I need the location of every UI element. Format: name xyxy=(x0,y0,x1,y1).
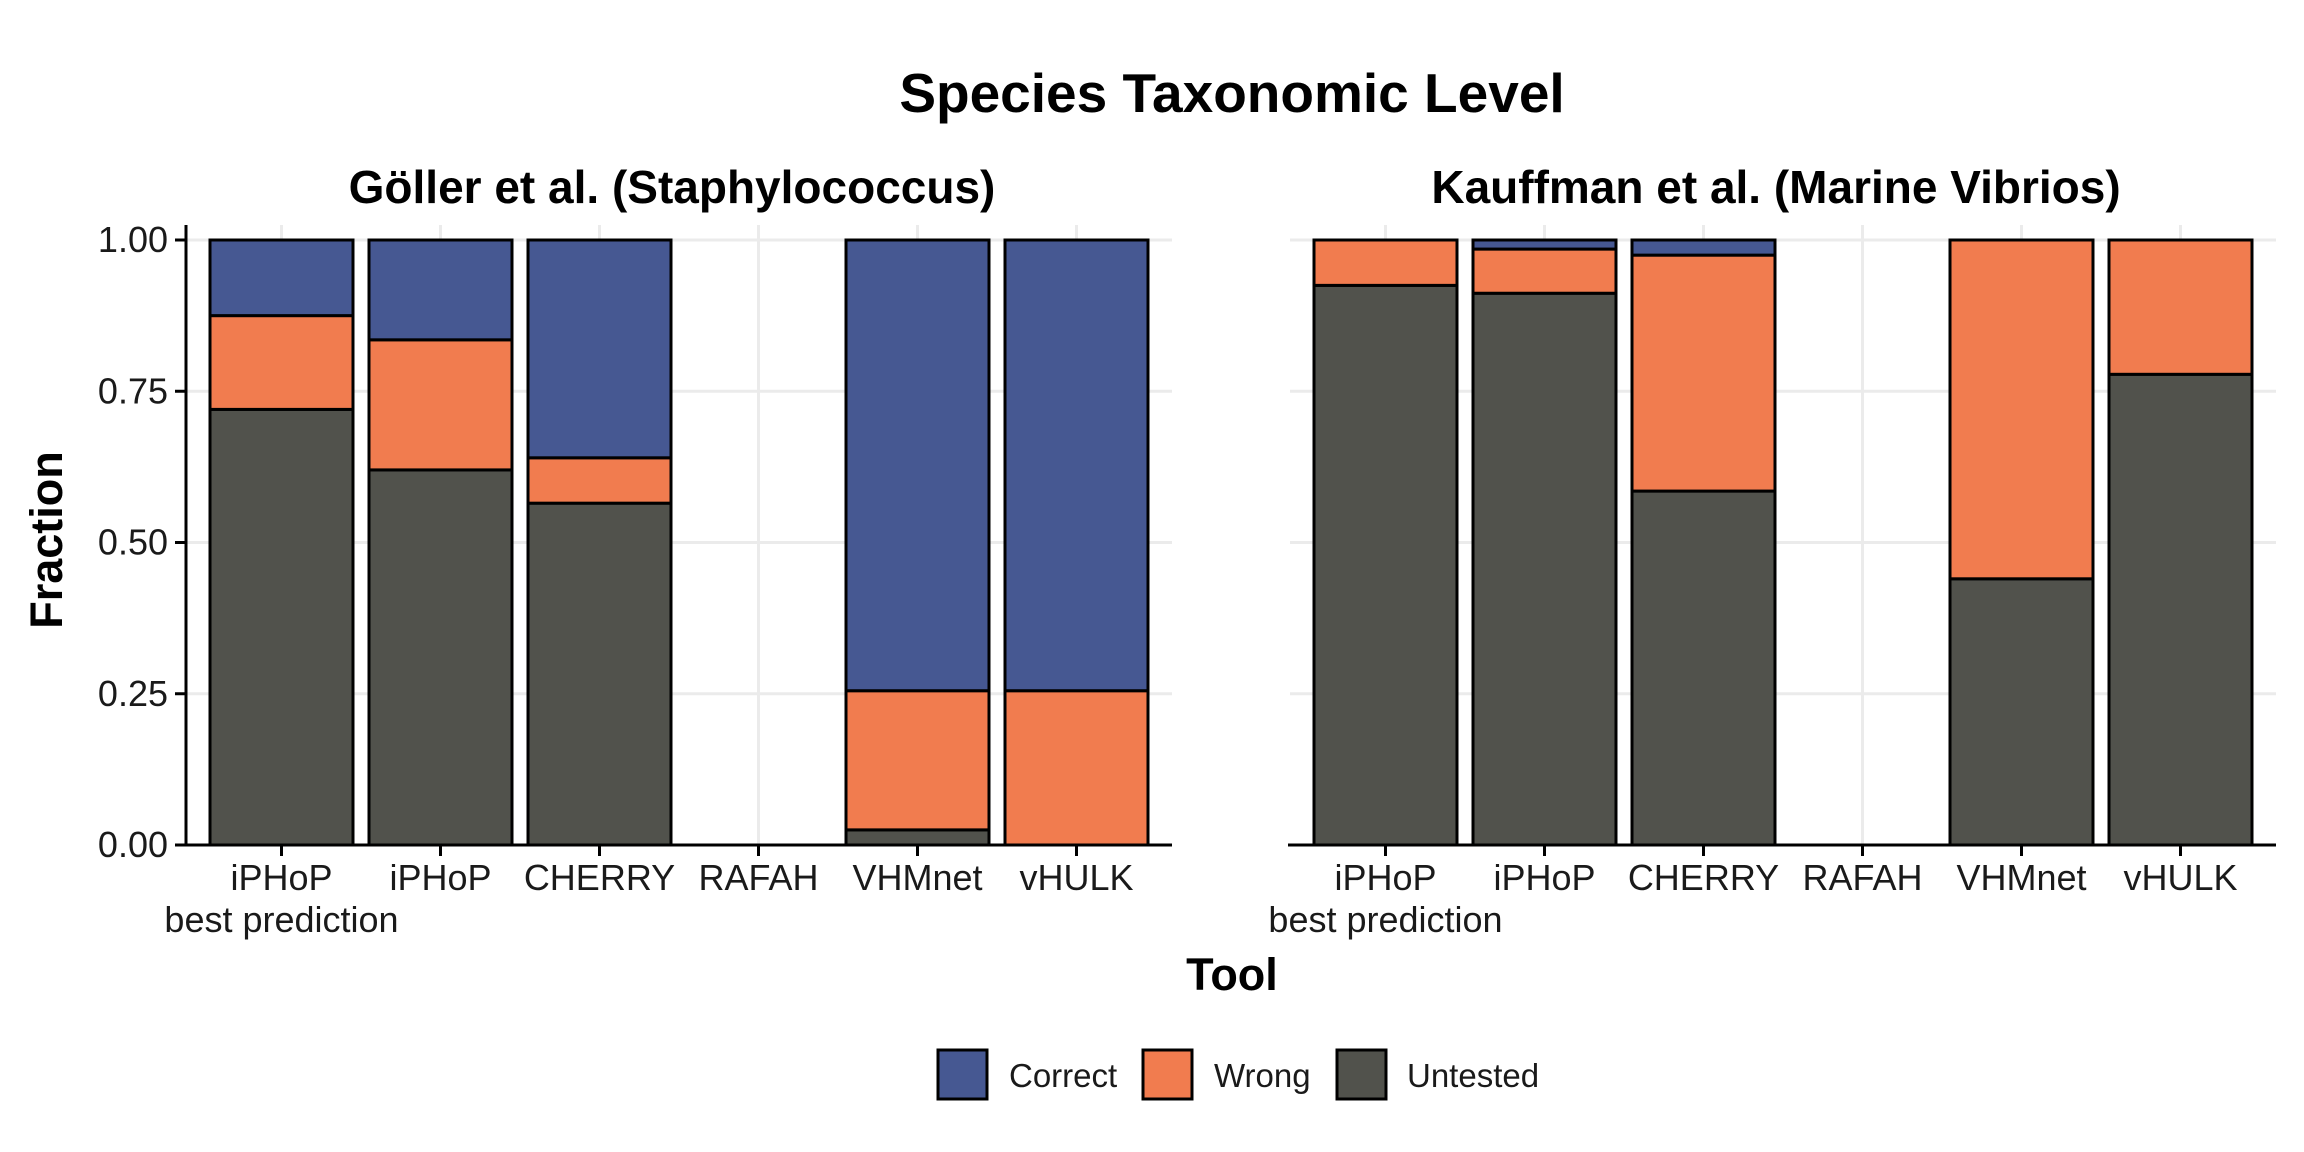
y-tick-label: 0.50 xyxy=(98,522,168,563)
bar-wrong xyxy=(2107,238,2254,376)
x-tick-label: RAFAH xyxy=(1802,857,1922,898)
legend-item-wrong: Wrong xyxy=(1141,1048,1311,1101)
bar-correct xyxy=(844,238,991,693)
legend: Correct Wrong Untested xyxy=(936,1048,1539,1101)
legend-label: Correct xyxy=(1009,1057,1117,1094)
x-tick-label: vHULK xyxy=(2123,857,2237,898)
x-tick-label: RAFAH xyxy=(698,857,818,898)
bar-correct xyxy=(1630,238,1777,257)
bar-wrong xyxy=(1471,247,1618,295)
legend-label: Wrong xyxy=(1214,1057,1311,1094)
x-tick-label: iPHoP xyxy=(389,857,491,898)
x-tick-label: VHMnet xyxy=(1956,857,2086,898)
bar-wrong xyxy=(844,689,991,832)
bar-untested xyxy=(1630,489,1777,847)
bar-untested xyxy=(526,501,673,847)
bar-correct xyxy=(1003,238,1150,693)
facet-panel-2: Kauffman et al. (Marine Vibrios) iPHoPbes… xyxy=(1268,161,2276,940)
x-tick-label: best prediction xyxy=(164,899,398,940)
legend-swatch xyxy=(1141,1048,1194,1101)
bar-wrong xyxy=(1003,689,1150,847)
bar-untested xyxy=(1312,283,1459,847)
x-tick-label: vHULK xyxy=(1019,857,1133,898)
bar-correct xyxy=(526,238,673,460)
x-tick-label: CHERRY xyxy=(524,857,675,898)
bar-untested xyxy=(2107,372,2254,847)
bar-untested xyxy=(1948,577,2095,847)
y-tick-label: 0.25 xyxy=(98,673,168,714)
legend-swatch xyxy=(936,1048,989,1101)
legend-item-untested: Untested xyxy=(1335,1048,1539,1101)
legend-swatch xyxy=(1335,1048,1388,1101)
bar-wrong xyxy=(1948,238,2095,581)
bar-untested xyxy=(367,468,514,847)
x-tick-label: iPHoP xyxy=(1334,857,1436,898)
y-tick-label: 0.75 xyxy=(98,370,168,411)
bar-wrong xyxy=(1630,253,1777,493)
y-axis-title: Fraction xyxy=(21,451,72,629)
bar-untested xyxy=(208,407,355,847)
x-axis-title: Tool xyxy=(1186,949,1278,1000)
legend-label: Untested xyxy=(1407,1057,1539,1094)
bar-correct xyxy=(208,238,355,318)
bar-wrong xyxy=(208,314,355,411)
facet-title: Kauffman et al. (Marine Vibrios) xyxy=(1431,161,2120,213)
x-tick-label: CHERRY xyxy=(1628,857,1779,898)
x-tick-label: iPHoP xyxy=(230,857,332,898)
bar-wrong xyxy=(526,456,673,505)
chart-title: Species Taxonomic Level xyxy=(899,62,1564,124)
x-tick-label: best prediction xyxy=(1268,899,1502,940)
bar-wrong xyxy=(1312,238,1459,287)
x-tick-label: VHMnet xyxy=(852,857,982,898)
bar-correct xyxy=(367,238,514,342)
legend-item-correct: Correct xyxy=(936,1048,1117,1101)
bar-untested xyxy=(1471,291,1618,847)
y-tick-label: 1.00 xyxy=(98,219,168,260)
bar-correct xyxy=(1471,238,1618,251)
facet-panel-1: Göller et al. (Staphylococcus) 0.00 0.25 0.… xyxy=(98,161,1172,940)
bar-untested xyxy=(844,828,991,847)
x-tick-label: iPHoP xyxy=(1493,857,1595,898)
facet-title: Göller et al. (Staphylococcus) xyxy=(349,161,996,213)
y-tick-label: 0.00 xyxy=(98,824,168,865)
bar-wrong xyxy=(367,338,514,472)
